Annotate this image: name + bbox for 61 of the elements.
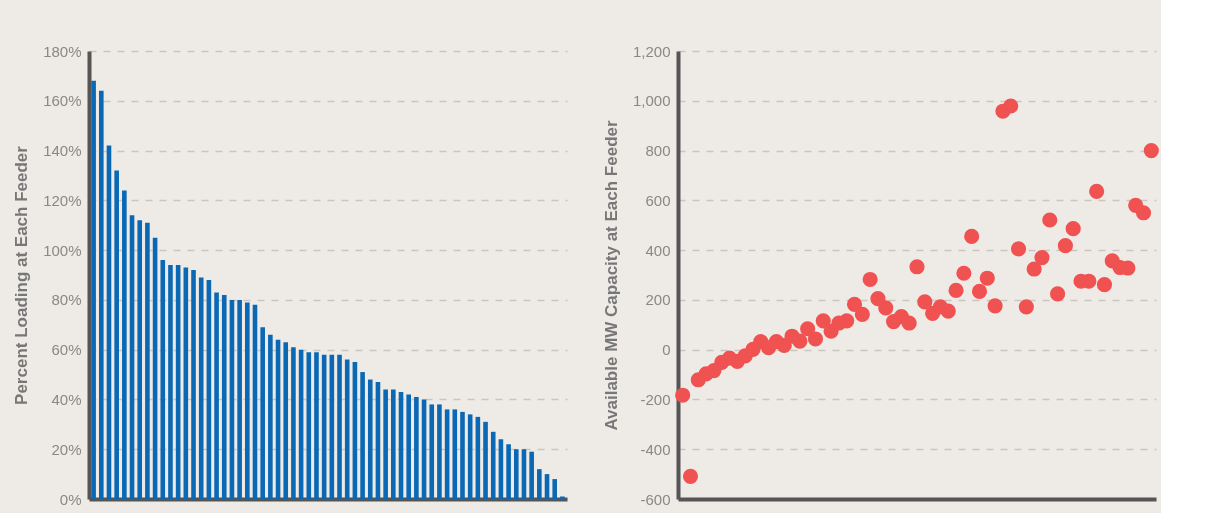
bar <box>537 469 542 499</box>
bar <box>529 451 534 499</box>
y-tick-label: 600 <box>645 191 671 209</box>
y-tick-label: 800 <box>645 142 671 160</box>
y-tick-label: 0% <box>59 490 82 508</box>
bar <box>98 90 104 499</box>
y-tick-label: 20% <box>51 440 82 458</box>
y-tick-label: 160% <box>43 92 82 110</box>
y-axis-title: Percent Loading at Each Feeder <box>12 145 32 405</box>
y-tick-label: 1,200 <box>632 42 671 60</box>
bar <box>490 431 496 499</box>
bar <box>506 444 511 499</box>
y-axis-title: Available MW Capacity at Each Feeder <box>601 120 621 431</box>
bar <box>291 347 296 499</box>
y-tick-label: 100% <box>43 241 82 259</box>
bar <box>221 294 227 499</box>
y-tick-label: 120% <box>43 191 82 209</box>
y-tick-label: 400 <box>645 241 671 259</box>
bar <box>429 404 435 499</box>
bar <box>337 354 342 499</box>
bar <box>437 404 442 499</box>
bar <box>552 479 558 499</box>
y-tick-label: 200 <box>645 291 671 309</box>
bar <box>260 327 265 499</box>
bar <box>367 379 373 499</box>
bar <box>145 222 150 499</box>
bar <box>360 372 365 499</box>
bar <box>383 389 388 499</box>
y-tick-label: 60% <box>51 341 82 359</box>
y-tick-label: 140% <box>43 142 82 160</box>
bar <box>191 270 196 499</box>
bar <box>560 496 565 499</box>
bar <box>391 389 396 499</box>
bar <box>268 334 273 499</box>
bar <box>344 359 350 499</box>
y-tick-label: 40% <box>51 390 82 408</box>
bar <box>122 190 127 499</box>
y-tick-label: -600 <box>640 490 671 508</box>
bar <box>137 220 143 499</box>
y-tick-label: 1,000 <box>632 92 671 110</box>
y-tick-label: 180% <box>43 42 82 60</box>
bar <box>114 170 119 499</box>
bar <box>245 302 250 499</box>
bar <box>198 277 204 499</box>
y-tick-label: 0 <box>662 341 671 359</box>
bar <box>168 265 173 499</box>
bar <box>283 342 289 499</box>
bar <box>460 411 465 499</box>
y-tick-label: -400 <box>640 440 671 458</box>
bar <box>306 352 312 499</box>
bar <box>406 394 411 499</box>
bar <box>414 396 419 499</box>
bar <box>513 449 519 499</box>
bar <box>483 421 488 499</box>
bar <box>214 292 219 499</box>
y-tick-label: 80% <box>51 291 82 309</box>
bar <box>237 299 242 499</box>
bar <box>160 260 166 499</box>
bar <box>314 352 319 499</box>
y-tick-label: -200 <box>640 390 671 408</box>
bar <box>452 409 458 499</box>
